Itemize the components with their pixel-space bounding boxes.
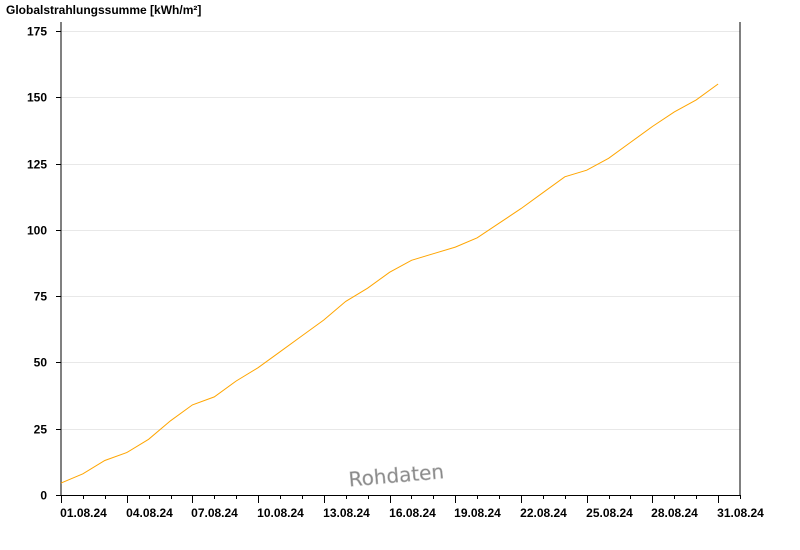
x-axis: 01.08.24 04.08.24 07.08.24 10.08.24 13.08.24…: [60, 495, 764, 520]
y-tick-label: 0: [40, 489, 47, 503]
y-tick-label: 75: [34, 290, 48, 304]
y-tick-label: 100: [27, 224, 47, 238]
series-line: [60, 83, 719, 484]
x-tick-label: 31.08.24: [717, 506, 764, 520]
y-tick-label: 125: [27, 158, 47, 172]
x-tick-label: 28.08.24: [651, 506, 698, 520]
x-tick-label: 16.08.24: [389, 506, 436, 520]
x-tick-label: 04.08.24: [126, 506, 173, 520]
x-tick-label: 13.08.24: [323, 506, 370, 520]
y-axis: 0 25 50 75 100 125 150 175: [27, 22, 62, 503]
gridlines: [61, 31, 740, 430]
x-tick-label: 07.08.24: [191, 506, 238, 520]
x-tick-label: 10.08.24: [257, 506, 304, 520]
watermark: Rohdaten: [348, 459, 445, 491]
y-tick-label: 150: [27, 91, 47, 105]
y-tick-label: 25: [34, 423, 48, 437]
x-tick-label: 22.08.24: [520, 506, 567, 520]
y-tick-label: 175: [27, 25, 47, 39]
x-tick-label: 01.08.24: [60, 506, 107, 520]
chart-title: Globalstrahlungssumme [kWh/m²]: [6, 3, 201, 17]
y-tick-label: 50: [34, 356, 48, 370]
x-tick-label: 25.08.24: [586, 506, 633, 520]
x-tick-label: 19.08.24: [454, 506, 501, 520]
